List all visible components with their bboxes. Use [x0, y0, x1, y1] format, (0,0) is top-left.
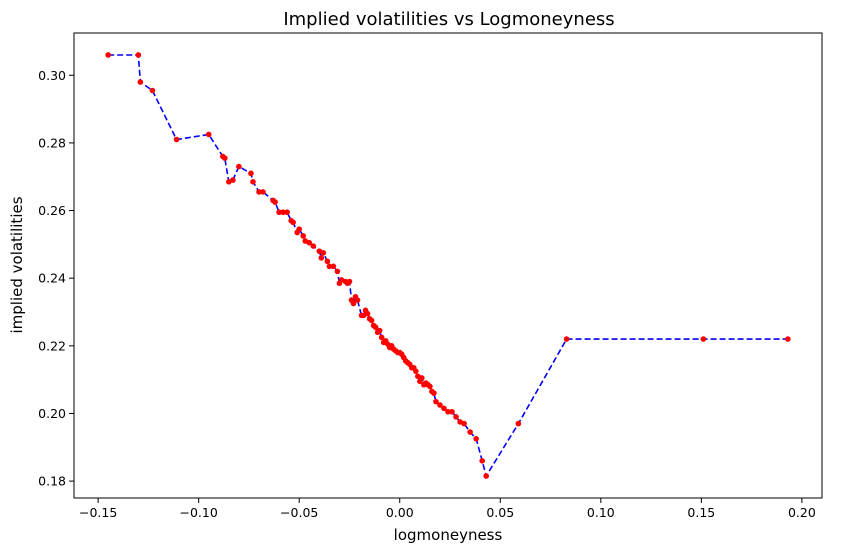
chart-title: Implied volatilities vs Logmoneyness — [283, 9, 614, 30]
data-point — [326, 263, 333, 270]
data-point — [250, 179, 256, 185]
data-point — [205, 131, 212, 138]
data-point — [135, 52, 142, 58]
data-point — [441, 405, 447, 412]
data-point — [330, 263, 337, 270]
data-point — [324, 258, 331, 265]
data-point — [310, 243, 317, 249]
data-point — [364, 310, 371, 317]
x-tick-label: 0.20 — [788, 505, 816, 520]
x-tick-label: 0.00 — [386, 505, 414, 520]
data-point — [256, 189, 262, 195]
data-point — [318, 255, 325, 261]
data-point — [346, 278, 353, 285]
data-point — [300, 233, 307, 239]
y-tick-label: 0.18 — [38, 474, 66, 489]
y-axis-label: implied volatilities — [8, 196, 26, 333]
data-point — [453, 414, 459, 420]
data-point — [413, 368, 419, 374]
data-point — [320, 250, 327, 256]
y-tick-label: 0.24 — [38, 271, 66, 286]
data-point — [306, 239, 313, 246]
data-point — [700, 336, 707, 342]
data-point — [334, 268, 341, 275]
data-point — [173, 136, 180, 143]
data-point — [105, 52, 111, 58]
x-axis-label: logmoneyness — [394, 526, 503, 544]
plot-area — [74, 33, 822, 498]
data-point — [280, 209, 286, 216]
data-point — [137, 79, 144, 85]
data-point — [368, 317, 375, 324]
y-tick-label: 0.30 — [38, 68, 66, 83]
plot-content — [105, 52, 791, 479]
data-point — [372, 324, 379, 331]
data-point — [445, 408, 451, 415]
data-point — [427, 383, 433, 390]
data-point — [222, 155, 228, 161]
data-point — [276, 209, 282, 216]
data-point — [467, 429, 473, 435]
x-tick-label: 0.10 — [587, 505, 615, 520]
data-point — [350, 300, 357, 307]
x-tick-label: 0.15 — [687, 505, 715, 520]
data-point — [449, 408, 455, 415]
data-point — [483, 473, 490, 479]
x-tick-label: −0.10 — [180, 505, 218, 520]
data-point — [376, 327, 383, 334]
data-point — [785, 336, 791, 342]
data-point — [284, 209, 290, 216]
data-point — [473, 436, 479, 442]
data-point — [272, 199, 278, 205]
data-point — [563, 336, 570, 342]
x-tick-label: −0.05 — [280, 505, 318, 520]
data-point — [479, 458, 485, 464]
data-point — [433, 398, 439, 405]
data-point — [149, 87, 156, 94]
data-point — [236, 163, 242, 170]
data-point — [515, 420, 522, 427]
axis-ticks: −0.15 −0.10 −0.05 0.00 0.05 0.10 0.15 0.20 0.18 0… — [38, 68, 816, 520]
x-tick-label: 0.05 — [486, 505, 514, 520]
data-point — [290, 219, 296, 226]
x-tick-label: −0.15 — [79, 505, 117, 520]
data-point — [248, 170, 254, 177]
data-point — [431, 390, 437, 396]
data-point — [461, 420, 467, 427]
y-tick-label: 0.22 — [38, 338, 66, 353]
data-point — [354, 297, 361, 303]
plot-frame — [73, 32, 823, 499]
data-point — [419, 375, 425, 381]
y-tick-label: 0.26 — [38, 203, 66, 218]
data-point — [437, 402, 443, 408]
data-point — [230, 177, 236, 183]
data-point — [296, 226, 303, 232]
y-tick-label: 0.28 — [38, 135, 66, 150]
data-point — [260, 189, 266, 195]
data-point — [378, 334, 385, 341]
y-tick-label: 0.20 — [38, 406, 66, 421]
